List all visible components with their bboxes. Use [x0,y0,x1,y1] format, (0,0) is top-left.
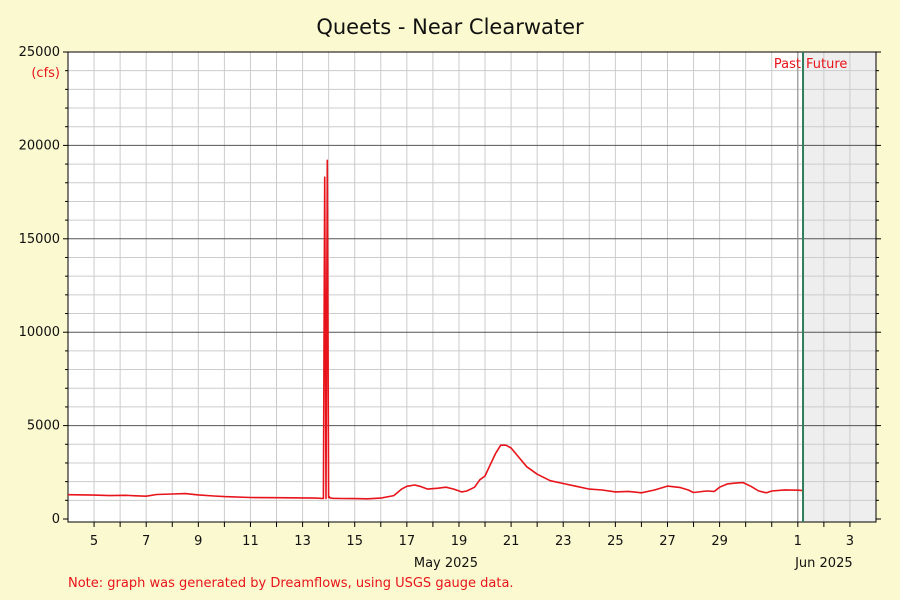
x-tick-label: 3 [846,534,854,549]
month-label: Jun 2025 [794,556,853,571]
x-tick-label: 15 [346,534,363,549]
y-tick-label: 25000 [19,45,60,60]
x-tick-label: 29 [711,534,728,549]
x-tick-label: 23 [555,534,572,549]
x-tick-label: 1 [794,534,802,549]
y-tick-label: 5000 [27,419,60,434]
plot-background [68,52,876,522]
y-tick-label: 15000 [19,232,60,247]
future-label: Future [806,57,847,72]
y-tick-label: 20000 [19,138,60,153]
chart-title: Queets - Near Clearwater [316,15,584,39]
plot-frame [67,51,877,523]
x-tick-label: 25 [607,534,624,549]
flow-series-line [67,159,804,500]
y-tick-label: 0 [52,512,60,527]
footer-note: Note: graph was generated by Dreamflows,… [68,576,514,591]
x-tick-label: 21 [503,534,520,549]
x-tick-label: 17 [399,534,416,549]
past-label: Past [774,57,801,72]
month-label: May 2025 [414,556,478,571]
x-tick-label: 13 [294,534,311,549]
future-shaded-region [803,52,876,522]
x-tick-label: 19 [451,534,468,549]
x-tick-label: 27 [659,534,676,549]
series-layer [67,52,805,522]
x-tick-label: 9 [194,534,202,549]
x-tick-label: 11 [242,534,259,549]
grid-lines [68,51,876,522]
x-tick-label: 5 [90,534,98,549]
axis-ticks [63,51,881,527]
y-tick-label: 10000 [19,325,60,340]
y-unit-label: (cfs) [31,66,60,81]
x-tick-label: 7 [142,534,150,549]
